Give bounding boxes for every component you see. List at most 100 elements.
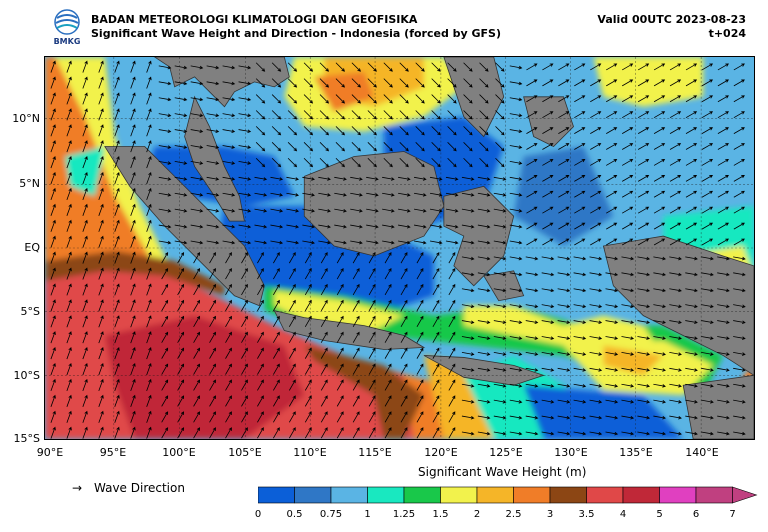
wave-arrow [209, 283, 216, 296]
wave-arrow [320, 411, 328, 423]
wave-arrow [461, 304, 475, 309]
wave-arrow [605, 304, 619, 309]
wave-arrow [368, 427, 376, 439]
wave-arrow [146, 315, 152, 328]
wave-arrow [334, 240, 347, 245]
wave-arrow [114, 187, 120, 201]
wave-arrow [701, 111, 714, 119]
wave-arrow [717, 431, 730, 436]
wave-arrow [50, 203, 56, 216]
wave-arrow [416, 267, 424, 280]
colorbar-segment [367, 486, 405, 504]
wave-arrow [509, 113, 523, 118]
wave-arrow [637, 206, 650, 214]
wave-arrow [193, 427, 200, 439]
wave-arrow [542, 190, 554, 198]
wave-arrow [174, 161, 188, 165]
wave-arrow [733, 399, 746, 404]
wave-arrow [193, 283, 200, 296]
wave-arrow [701, 288, 714, 293]
wave-arrow [525, 288, 539, 293]
wave-arrow [114, 203, 120, 216]
wave-arrow [479, 157, 489, 168]
wave-arrow [493, 415, 507, 420]
wave-arrow [304, 395, 312, 407]
wave-arrow [114, 299, 120, 312]
wave-arrow [383, 142, 393, 152]
wave-arrow [146, 426, 152, 439]
wave-arrow [669, 272, 682, 277]
wave-arrow [590, 127, 602, 134]
wave-arrow [288, 299, 296, 312]
wave-arrow [653, 127, 666, 134]
wave-arrow [114, 124, 120, 137]
lat-tick-5s: 5°S [20, 305, 40, 318]
wave-arrow [733, 336, 746, 340]
wave-arrow [509, 145, 523, 149]
wave-arrow [82, 347, 88, 360]
wave-arrow [318, 240, 331, 245]
wave-arrow [98, 331, 104, 344]
wave-arrow [225, 252, 232, 264]
wave-arrow [431, 110, 441, 120]
wave-arrow [114, 362, 120, 376]
wave-arrow [525, 336, 539, 340]
wave-arrow [130, 156, 136, 169]
wave-arrow [319, 110, 330, 120]
wave-arrow [416, 347, 424, 359]
wave-arrow [509, 399, 523, 404]
wave-arrow [271, 126, 282, 136]
lon-tick-140e: 140°E [685, 446, 719, 459]
wave-arrow [733, 431, 746, 436]
wave-arrow [685, 304, 698, 309]
wave-arrow [66, 299, 72, 312]
wave-arrow [190, 208, 204, 213]
wave-arrow [621, 63, 634, 71]
wave-arrow [685, 95, 698, 103]
wave-arrow [257, 252, 264, 264]
wave-arrow [304, 347, 312, 359]
wave-arrow [350, 224, 363, 229]
wave-arrow [606, 127, 618, 134]
wave-arrow [50, 171, 56, 185]
wave-arrow [383, 94, 393, 104]
wave-arrow [130, 378, 136, 392]
wave-arrow [733, 206, 745, 214]
wave-arrow [206, 145, 220, 149]
wave-arrow [701, 304, 714, 309]
wave-arrow [429, 176, 443, 181]
wave-arrow [320, 379, 328, 391]
wave-arrow [653, 399, 666, 404]
wave-arrow [461, 208, 475, 213]
wave-arrow [255, 126, 266, 136]
wave-arrow [701, 190, 714, 198]
wave-arrow [114, 108, 120, 121]
wave-arrow [701, 127, 714, 134]
wave-arrow [685, 159, 698, 166]
wave-arrow [158, 224, 172, 229]
wave-arrow [669, 222, 682, 230]
wave-arrow [541, 336, 555, 340]
wave-arrow [66, 394, 72, 407]
wave-arrow [733, 143, 745, 150]
wave-arrow [653, 63, 666, 71]
wave-arrow [50, 283, 56, 296]
wave-arrow [526, 111, 538, 119]
wave-arrow [606, 174, 618, 182]
wave-arrow [257, 395, 264, 407]
wave-arrow [495, 126, 505, 136]
wave-arrow [335, 78, 345, 88]
wave-arrow [50, 156, 56, 169]
wave-arrow [350, 240, 363, 245]
wave-arrow [114, 140, 120, 153]
wave-arrow [669, 143, 682, 150]
wave-arrow [367, 62, 377, 72]
wave-arrow [222, 129, 236, 133]
wave-arrow [304, 331, 312, 343]
wave-arrow [174, 81, 188, 86]
wave-arrow [367, 142, 377, 152]
wave-arrow [273, 363, 280, 375]
wave-arrow [653, 174, 666, 182]
wave-arrow [557, 367, 571, 372]
wave-arrow [685, 431, 698, 436]
